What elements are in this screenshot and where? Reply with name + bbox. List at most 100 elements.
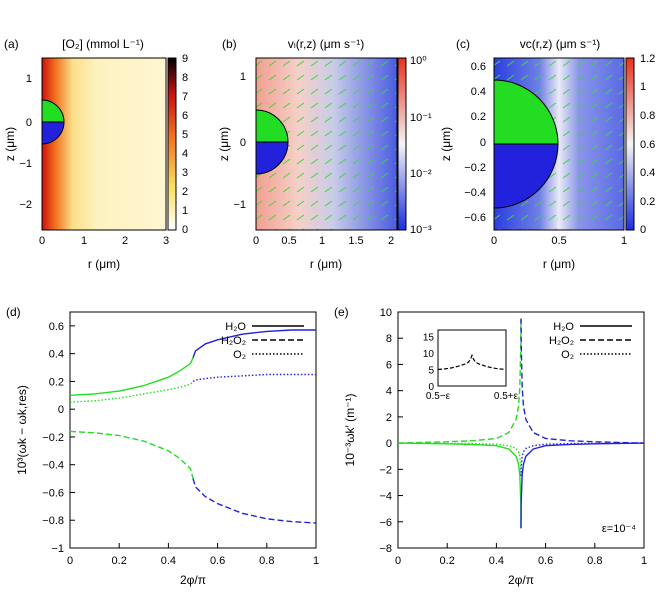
panel-c-ylabel: z (μm) [439,127,453,161]
plot-frame [69,311,317,549]
colorbar-tick-label: 1 [640,81,646,93]
y-tick-label: 0.2 [49,376,64,388]
panel-d-chart: (d) 0 0.2 0.4 0.6 0.8 1 0.6 0.4 0.2 0 −0.2 −0.4 −0.6 −… [6,305,319,587]
panel-a-frame [41,57,167,231]
colorbar-tick-label: 2 [182,186,188,198]
y-axis-label: 10³(ωk − ωk,res) [15,385,29,475]
x-tick-label: 0.6 [538,555,553,567]
panel-label: (d) [6,305,21,319]
y-tick-label: 0 [58,404,64,416]
panel-b-cell-bottom [255,141,289,175]
legend-label: H₂O [225,321,246,333]
x-tick-label: 0 [39,235,45,247]
panel-a-colorbar-ticks: 9 8 7 6 5 4 3 2 1 0 [182,53,188,236]
colorbar-tick-label: 3 [182,167,188,179]
inset-x-tick-label: 0.5+ε [494,391,519,402]
colorbar-tick-label: 9 [182,53,188,65]
colorbar-tick-label: 6 [182,110,188,122]
series-line-low [69,430,194,479]
y-tick-label: −1 [19,158,32,170]
y-tick-label: −0.6 [42,487,64,499]
panel-c-colorbar-ticks: 1.2 1 0.8 0.6 0.4 0.2 0 [640,53,655,236]
panel-c-y-ticks: 0.6 0.4 0.2 0 −0.2 −0.4 −0.6 [464,61,486,224]
colorbar-tick-label: 10⁰ [410,55,427,67]
panel-b-title: vₗ(r,z) (μm s⁻¹) [288,37,365,51]
legend-label: H₂O₂ [221,335,246,347]
x-tick-label: 1.5 [348,235,363,247]
colorbar-tick-label: 0.8 [640,110,655,122]
panel-b-label: (b) [222,37,237,51]
colorbar-tick-label: 0 [182,224,188,236]
x-tick-label: 3 [163,235,169,247]
panel-c: (c) vᴄ(r,z) (μm s⁻¹) 0 0.5 1 0.6 0.4 0.2… [439,37,655,271]
colorbar-tick-label: 10⁻¹ [410,112,432,124]
panel-a-title: [O₂] (mmol L⁻¹) [62,37,144,51]
x-tick-label: 0.6 [210,555,225,567]
y-tick-label: 1 [240,71,246,83]
series-line-low [69,357,194,396]
colorbar-tick-label: 0 [640,224,646,236]
series-line-high [192,478,317,524]
panel-a-heatmap [42,58,166,230]
x-tick-label: 0 [395,555,401,567]
y-tick-label: −8 [379,543,392,555]
y-tick-label: −1 [51,543,64,555]
legend-label: O₂ [561,349,574,361]
series-line-high [192,373,316,383]
y-tick-label: −2 [19,199,32,211]
legend-label: H₂O₂ [549,335,574,347]
panel-label: (e) [334,305,349,319]
panel-c-xlabel: r (μm) [543,257,575,271]
panel-a-label: (a) [4,37,19,51]
x-tick-label: 0.8 [587,555,602,567]
x-tick-label: 0.4 [489,555,504,567]
x-tick-label: 0.8 [259,555,274,567]
legend-label: O₂ [233,349,246,361]
epsilon-annotation: ε=10⁻⁴ [602,523,636,535]
x-axis-label: 2φ/π [180,573,206,587]
series-line-high [192,329,316,359]
panel-c-cell-bottom [493,143,559,209]
x-tick-label: 0.5 [551,235,566,247]
series-line-low [397,318,522,444]
panel-b-xlabel: r (μm) [310,257,342,271]
x-tick-label: 2 [122,235,128,247]
legend-label: H₂O [553,321,574,333]
panel-c-x-ticks: 0 0.5 1 [491,235,627,247]
colorbar-tick-label: 10⁻³ [410,224,432,236]
panel-c-cell-top [493,79,559,145]
panel-b-ylabel: z (μm) [217,127,231,161]
inset-x-tick-label: 0.5−ε [426,391,451,402]
y-tick-label: −0.4 [42,460,64,472]
inset-y-tick-label: 5 [428,366,434,377]
y-axis-label: 10⁻³ωk′ (m⁻¹) [343,394,357,467]
panel-b-frame [255,57,398,231]
inset-frame [437,329,507,387]
colorbar-tick-label: 8 [182,72,188,84]
y-tick-label: −4 [379,491,392,503]
x-axis-label: 2φ/π [508,573,534,587]
x-tick-label: 2 [388,235,394,247]
colorbar-tick-label: 5 [182,129,188,141]
panel-a: (a) [O₂] (mmol L⁻¹) 0 1 2 3 1 0 −1 −2 r … [3,37,188,271]
x-tick-label: 1 [621,235,627,247]
colorbar-tick-label: 1.2 [640,53,655,65]
x-tick-label: 1 [81,235,87,247]
y-tick-label: −6 [379,517,392,529]
inset-y-tick-label: 10 [423,349,435,360]
y-tick-label: 0.6 [471,61,486,73]
colorbar-tick-label: 10⁻² [410,168,432,180]
x-tick-label: 0.2 [440,555,455,567]
y-tick-label: 0.4 [471,86,486,98]
y-tick-label: 0.2 [471,111,486,123]
panel-e-chart: (e) 0 0.2 0.4 0.6 0.8 1 10 8 6 4 2 0 −2 −4 −6 −8 2φ/π 10⁻³… [334,305,647,587]
panel-b-colorbar [397,57,407,231]
colorbar-tick-label: 4 [182,148,188,160]
y-tick-label: 8 [386,333,392,345]
x-tick-label: 0 [491,235,497,247]
series-line-low [397,442,522,529]
panel-c-label: (c) [456,37,470,51]
colorbar-tick-label: 0.4 [640,167,655,179]
y-tick-label: 0 [386,438,392,450]
